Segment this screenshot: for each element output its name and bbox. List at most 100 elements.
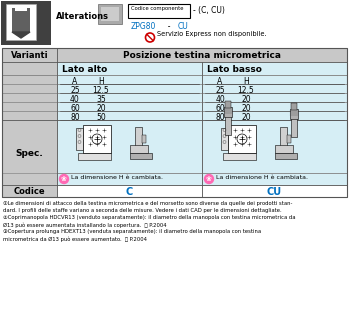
- Bar: [83, 125, 111, 153]
- Bar: [57, 102, 202, 111]
- Circle shape: [59, 174, 68, 183]
- Text: 25: 25: [215, 86, 225, 95]
- Bar: [291, 117, 297, 137]
- Bar: [6, 4, 36, 40]
- Bar: [1, 1, 51, 45]
- Text: Servizio Express non disponibile.: Servizio Express non disponibile.: [157, 31, 267, 37]
- Bar: [142, 135, 146, 143]
- Bar: [57, 185, 202, 197]
- Text: C: C: [126, 187, 133, 197]
- Bar: [202, 93, 347, 102]
- Text: 20: 20: [241, 113, 251, 122]
- Text: Lato basso: Lato basso: [207, 65, 262, 74]
- Text: H: H: [98, 77, 104, 86]
- Text: 40: 40: [215, 95, 225, 104]
- Text: 35: 35: [96, 95, 106, 104]
- Bar: [12, 8, 30, 32]
- Text: micrometrica da Ø13 può essere aumentato.  📄 P.2004: micrometrica da Ø13 può essere aumentato…: [3, 236, 147, 242]
- Bar: [287, 135, 291, 143]
- Bar: [57, 75, 202, 84]
- Text: 25: 25: [70, 86, 80, 95]
- Text: A: A: [72, 77, 77, 86]
- Text: 60: 60: [70, 104, 80, 113]
- Bar: [57, 48, 347, 62]
- Text: A: A: [217, 77, 223, 86]
- Bar: [202, 75, 347, 84]
- Bar: [57, 84, 202, 93]
- Bar: [57, 93, 202, 102]
- Bar: [202, 102, 347, 111]
- Text: 80: 80: [215, 113, 225, 122]
- Bar: [101, 7, 119, 21]
- Text: ①Le dimensioni di attacco della testina micrometrica e del morsetto sono diverse: ①Le dimensioni di attacco della testina …: [3, 201, 292, 206]
- Bar: [2, 93, 57, 102]
- Bar: [76, 128, 83, 150]
- Text: 60: 60: [215, 104, 225, 113]
- Bar: [135, 127, 142, 151]
- Bar: [130, 153, 152, 159]
- Bar: [2, 84, 57, 93]
- Bar: [275, 153, 297, 159]
- Text: La dimensione H è cambiata.: La dimensione H è cambiata.: [216, 175, 308, 180]
- Text: CU: CU: [267, 187, 282, 197]
- Bar: [223, 153, 256, 160]
- Text: H: H: [243, 77, 249, 86]
- Text: Codice: Codice: [14, 187, 45, 197]
- Bar: [202, 173, 347, 185]
- Text: ❀: ❀: [61, 176, 67, 182]
- Bar: [2, 102, 57, 111]
- Text: Lato alto: Lato alto: [62, 65, 107, 74]
- Text: 80: 80: [70, 113, 80, 122]
- Text: ZPG80: ZPG80: [131, 22, 156, 31]
- Bar: [2, 111, 57, 120]
- Bar: [221, 128, 228, 150]
- Text: 20: 20: [241, 104, 251, 113]
- Bar: [98, 4, 122, 24]
- Bar: [225, 115, 231, 135]
- Bar: [280, 127, 287, 151]
- Bar: [224, 107, 232, 117]
- Text: 20: 20: [241, 95, 251, 104]
- Text: 50: 50: [96, 113, 106, 122]
- Text: Codice componente: Codice componente: [131, 6, 184, 11]
- Text: Ø13 può essere aumentata installando la copertura.  📄 P.2004: Ø13 può essere aumentata installando la …: [3, 222, 166, 227]
- Bar: [2, 48, 57, 62]
- Text: 40: 40: [70, 95, 80, 104]
- Text: 12.5: 12.5: [238, 86, 254, 95]
- Text: CU: CU: [178, 22, 189, 31]
- Bar: [2, 62, 57, 75]
- Polygon shape: [12, 32, 30, 38]
- Text: Varianti: Varianti: [11, 51, 48, 60]
- Bar: [130, 145, 148, 153]
- Bar: [275, 145, 293, 153]
- Bar: [291, 103, 297, 110]
- Bar: [202, 120, 347, 185]
- Bar: [2, 185, 57, 197]
- Circle shape: [205, 174, 214, 183]
- Text: Alterations: Alterations: [56, 12, 109, 21]
- Bar: [202, 111, 347, 120]
- Bar: [228, 125, 256, 153]
- Bar: [78, 153, 111, 160]
- Bar: [202, 185, 347, 197]
- Bar: [57, 62, 202, 75]
- Text: - (C, CU): - (C, CU): [193, 6, 225, 15]
- Bar: [128, 4, 190, 18]
- Text: La dimensione H è cambiata.: La dimensione H è cambiata.: [71, 175, 163, 180]
- Text: ❀: ❀: [206, 176, 212, 182]
- Text: Posizione testina micrometrica: Posizione testina micrometrica: [123, 51, 281, 60]
- Text: ③Copertura prolunga HDEXT13 (venduta separatamente): il diametro della manopola : ③Copertura prolunga HDEXT13 (venduta sep…: [3, 229, 261, 234]
- Bar: [290, 109, 298, 119]
- Text: -: -: [163, 22, 175, 31]
- Bar: [2, 48, 347, 197]
- Text: 20: 20: [96, 104, 106, 113]
- Text: Spec.: Spec.: [16, 149, 43, 158]
- Bar: [202, 62, 347, 75]
- Text: 12.5: 12.5: [92, 86, 109, 95]
- Bar: [15, 5, 27, 11]
- Bar: [2, 75, 57, 84]
- Bar: [57, 111, 202, 120]
- Text: ②Coprimanopola HDCVR13 (venduto separatamente): il diametro della manopola con t: ②Coprimanopola HDCVR13 (venduto separata…: [3, 215, 296, 220]
- Bar: [202, 84, 347, 93]
- Bar: [2, 120, 57, 185]
